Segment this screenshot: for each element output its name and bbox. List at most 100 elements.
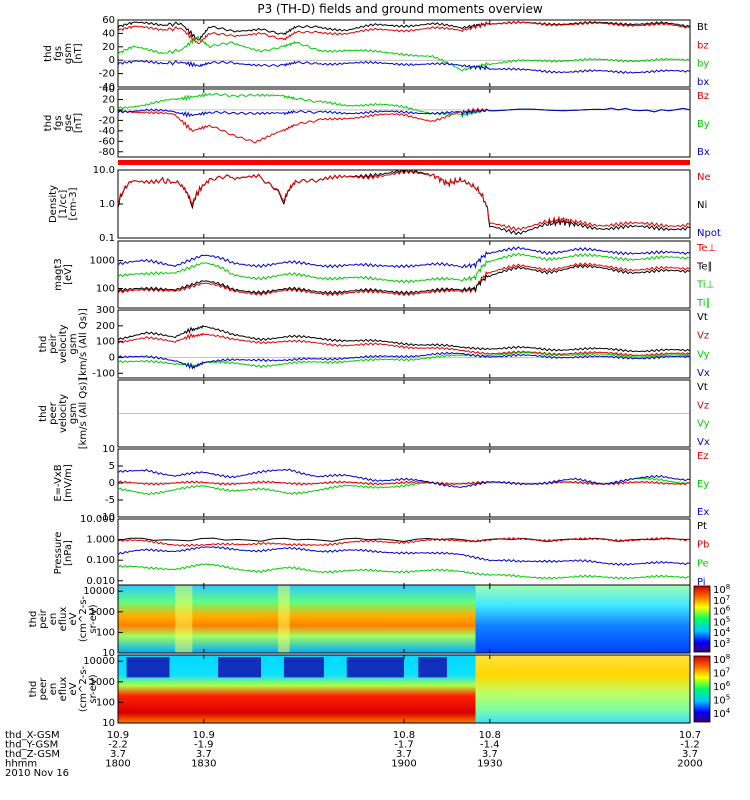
y-tick-label: 200 [96, 321, 115, 332]
y-axis-label: gsm [63, 43, 74, 64]
y-tick-label: 40 [102, 28, 115, 39]
series-Pb [117, 536, 691, 547]
y-axis-label: thd [28, 611, 39, 628]
y-axis-label: [cm-3] [68, 187, 79, 220]
y-tick-label: -40 [99, 126, 115, 137]
y-axis-label: gsm [68, 403, 79, 424]
y-axis-label: [nT] [73, 43, 84, 63]
x-row-value: 1800 [105, 759, 130, 770]
colorbar-tick: 107 [713, 667, 730, 680]
y-tick-label: 10000 [83, 656, 115, 667]
y-axis-label: eflux [58, 677, 69, 702]
y-axis-label: sr-eV) [88, 604, 99, 633]
y-tick-label: -10 [99, 512, 115, 523]
date-label: 2010 Nov 16 [5, 768, 69, 779]
y-axis-label: peer [48, 401, 59, 425]
y-tick-label: 40 [102, 84, 115, 95]
y-axis-label: gse [63, 114, 74, 132]
y-tick-label: -100 [92, 368, 115, 379]
legend-entry: Ne [697, 172, 711, 183]
x-row-label: thd_Z-GSM [5, 749, 60, 760]
legend-entry: Ti∥ [696, 298, 711, 309]
legend-entry: Bx [697, 147, 710, 158]
series-Te⊥ [117, 262, 691, 297]
y-axis-label: eV [68, 682, 79, 695]
series-bx [117, 60, 691, 74]
legend-entry: By [697, 119, 710, 130]
colorbar-tick: 103 [713, 637, 730, 650]
y-axis-label: (cm^2-s- [78, 665, 89, 712]
y-tick-label: 10 [102, 648, 115, 659]
y-tick-label: -80 [99, 147, 115, 158]
y-tick-label: 5 [109, 461, 115, 472]
x-row-value: -2.2 [108, 740, 128, 751]
x-row-value: 10.9 [107, 730, 129, 741]
y-axis-label: eflux [58, 607, 69, 632]
y-axis-label: thd [28, 681, 39, 698]
y-tick-label: 1000 [90, 607, 115, 618]
panel-fgs_gsm: Bt bz by bx 60 40 20 0 -20 -40 thd fgs gsm [nT] [43, 15, 709, 93]
panel-temperature: Te⊥ Te∥ Ti⊥ Ti∥ 1000 100 magt3 [eV] [53, 240, 716, 309]
series-Vz [117, 332, 691, 357]
legend-entry: Vy [697, 419, 710, 430]
panel-frame [117, 19, 691, 88]
legend-entry: Bt [697, 22, 708, 33]
y-tick-label: 60 [102, 15, 115, 26]
y-axis-label: [mV/m] [63, 464, 74, 502]
y-tick-label: 10 [102, 444, 115, 455]
series-Te∥ [117, 264, 691, 295]
y-tick-label: -40 [99, 82, 115, 93]
y-tick-label: 10 [102, 718, 115, 729]
y-axis-label: [nPa] [63, 540, 74, 566]
colorbar-tick: 104 [713, 707, 731, 720]
spectrogram-late [475, 585, 690, 653]
low-flux-strip [346, 657, 404, 678]
x-row-label: hhmm [5, 759, 37, 770]
separator-band [118, 160, 690, 165]
legend-entry: Ey [697, 479, 709, 490]
y-axis-label: en [48, 613, 59, 626]
legend-entry: Te∥ [696, 261, 713, 272]
y-axis-label: fgs [53, 115, 64, 130]
y-axis-label: peir [48, 333, 59, 353]
legend-entry: bx [697, 77, 709, 88]
x-row-value: 10.9 [193, 730, 215, 741]
series-Vy [117, 351, 691, 369]
y-axis-label: fgs [53, 46, 64, 61]
legend-entry: Pe [697, 558, 709, 569]
y-axis-label: velocity [58, 324, 69, 363]
y-axis-label: [eV] [63, 264, 74, 285]
y-axis-label: sr-eV) [88, 674, 99, 703]
x-row-label: thd_Y-GSM [5, 740, 58, 751]
series-Pi [117, 546, 691, 567]
x-row-value: -1.9 [194, 740, 214, 751]
x-row-label: thd_X-GSM [5, 730, 60, 741]
y-tick-label: 100 [96, 337, 115, 348]
legend-entry: Ni [697, 200, 707, 211]
series-Ti∥ [117, 252, 691, 284]
colorbar-tick: 108 [713, 653, 730, 666]
y-tick-label: 1.000 [86, 535, 115, 546]
legend-entry: bz [697, 40, 709, 51]
x-row-value: -1.2 [680, 740, 700, 751]
spectrogram-early [118, 585, 476, 653]
y-axis-label: thd [43, 45, 54, 62]
legend-entry: Pt [697, 521, 707, 532]
y-tick-label: 100 [96, 627, 115, 638]
x-row-value: 3.7 [110, 749, 126, 760]
y-tick-label: 0 [109, 55, 115, 66]
y-tick-label: 10000 [83, 586, 115, 597]
x-row-value: 10.8 [393, 730, 415, 741]
x-row-value: 10.8 [479, 730, 501, 741]
series-Ne [117, 169, 691, 232]
y-tick-label: -5 [105, 495, 115, 506]
panel-peer_velocity: Vt Vz Vy Vx thd peer velocity gsm [km/s (All Qs)… [38, 378, 710, 450]
x-row-value: 1930 [477, 759, 502, 770]
y-axis-label: thd [43, 115, 54, 132]
y-axis-label: (cm^2-s- [78, 595, 89, 642]
spectrogram-late [475, 655, 690, 723]
